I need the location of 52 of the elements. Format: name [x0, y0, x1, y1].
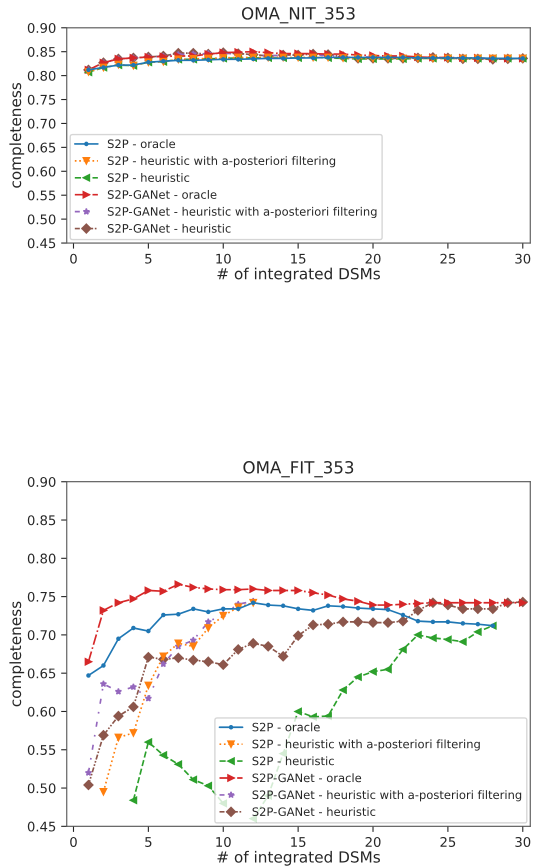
chart-title: OMA_NIT_353	[242, 7, 355, 24]
x-tick-label: 20	[366, 254, 381, 264]
x-tick-label: 15	[291, 837, 306, 847]
y-tick-label: 0.90	[28, 22, 56, 33]
legend-label: S2P-GANet - oracle	[252, 773, 362, 782]
x-tick-label: 15	[291, 254, 306, 264]
legend-label: S2P-GANet - heuristic with a-posteriori filtering	[108, 206, 376, 218]
legend-label: S2P - oracle	[108, 139, 176, 148]
x-tick-label: 5	[145, 254, 152, 264]
y-axis-title: completeness	[9, 602, 24, 706]
y-tick-label: 0.65	[28, 142, 56, 153]
x-tick-label: 30	[515, 836, 530, 847]
legend-label: S2P - heuristic with a-posteriori filtering	[108, 156, 336, 168]
legend-label: S2P - heuristic with a-posteriori filtering	[252, 739, 480, 751]
y-tick-label: 0.55	[28, 744, 56, 755]
y-tick-label: 0.80	[28, 554, 56, 564]
x-tick-label: 10	[216, 254, 231, 264]
y-tick-label: 0.75	[28, 94, 56, 105]
y-axis-title: completeness	[9, 82, 24, 188]
y-tick-label: 0.65	[28, 668, 56, 678]
legend-label: S2P-GANet - oracle	[108, 190, 216, 199]
legend-label: S2P - heuristic	[108, 173, 190, 182]
y-tick-label: 0.45	[28, 822, 56, 832]
legend-label: S2P-GANet - heuristic with a-posteriori filtering	[252, 790, 522, 802]
x-tick-label: 10	[216, 836, 231, 847]
x-tick-label: 5	[145, 837, 152, 847]
y-tick-label: 0.70	[28, 118, 56, 129]
y-tick-label: 0.45	[28, 238, 56, 248]
legend-label: S2P - heuristic	[252, 756, 334, 766]
x-tick-label: 0	[70, 254, 77, 264]
x-axis-title: # of integrated DSMs	[217, 850, 380, 866]
x-axis-title: # of integrated DSMs	[217, 268, 380, 282]
y-tick-label: 0.50	[28, 783, 56, 794]
y-tick-label: 0.85	[28, 46, 56, 57]
chart-title: OMA_FIT_353	[243, 461, 354, 478]
legend-label: S2P-GANet - heuristic	[108, 224, 231, 233]
x-tick-label: 30	[515, 254, 530, 264]
legend-label: S2P - oracle	[252, 722, 320, 732]
x-tick-label: 25	[440, 836, 456, 847]
y-tick-label: 0.70	[28, 630, 56, 640]
y-tick-label: 0.55	[28, 190, 56, 200]
y-tick-label: 0.60	[28, 706, 56, 717]
y-tick-label: 0.90	[28, 476, 56, 487]
y-tick-label: 0.80	[28, 70, 56, 81]
x-tick-label: 20	[366, 836, 381, 847]
y-tick-label: 0.60	[28, 166, 56, 176]
y-tick-label: 0.75	[28, 592, 56, 602]
y-tick-label: 0.50	[28, 214, 56, 224]
x-tick-label: 0	[70, 836, 77, 847]
x-tick-label: 25	[440, 254, 456, 264]
y-tick-label: 0.85	[28, 515, 56, 526]
legend-label: S2P-GANet - heuristic	[252, 807, 376, 816]
